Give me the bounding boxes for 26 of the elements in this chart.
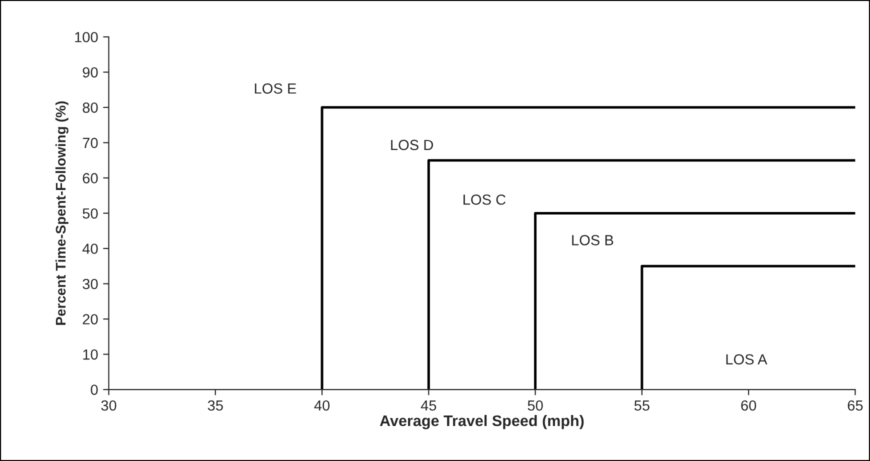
annotation: LOS E <box>254 83 296 94</box>
x-tick-label: 65 <box>848 400 863 411</box>
x-tick-label: 35 <box>208 400 223 411</box>
annotation: LOS A <box>726 354 768 365</box>
annotation: LOS B <box>572 235 614 246</box>
y-tick-label: 0 <box>90 384 98 395</box>
x-tick-label: 50 <box>528 400 543 411</box>
y-tick-label: 100 <box>75 32 98 42</box>
y-axis-title: Percent Time-Spent-Following (%) <box>55 101 68 325</box>
x-tick-label: 60 <box>741 400 756 411</box>
y-tick-label: 90 <box>82 67 98 78</box>
y-tick-label: 80 <box>82 102 98 113</box>
annotation: LOS D <box>391 140 433 150</box>
x-tick-label: 30 <box>101 400 116 411</box>
annotation: LOS C <box>464 194 506 205</box>
y-tick-label: 70 <box>82 138 98 148</box>
y-tick-label: 60 <box>82 173 98 184</box>
y-tick-label: 10 <box>83 349 98 360</box>
y-tick-label: 30 <box>82 278 98 290</box>
x-tick-label: 45 <box>420 400 436 411</box>
y-tick-label: 50 <box>82 208 98 219</box>
x-axis-title: Average Travel Speed (mph) <box>380 414 584 430</box>
x-tick-label: 55 <box>634 400 650 411</box>
y-tick-label: 40 <box>82 244 98 254</box>
x-tick-label: 40 <box>314 400 330 411</box>
y-tick-label: 20 <box>82 314 98 324</box>
